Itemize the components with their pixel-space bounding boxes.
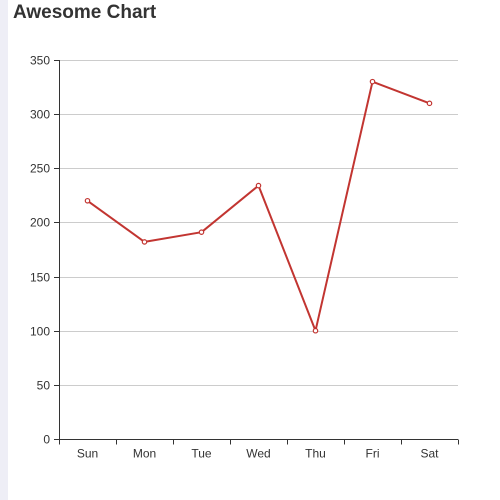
axes — [54, 60, 459, 445]
data-point[interactable] — [426, 100, 433, 107]
data-point[interactable] — [255, 182, 262, 189]
data-point[interactable] — [312, 327, 319, 334]
data-point[interactable] — [198, 229, 205, 235]
left-edge-strip — [0, 0, 8, 500]
y-tick-label: 350 — [30, 54, 50, 68]
y-tick-label: 150 — [30, 271, 50, 285]
x-tick-label: Sat — [420, 447, 439, 461]
y-tick-label: 100 — [30, 325, 50, 339]
x-tick-labels: Sun Mon Tue Wed Thu Fri Sat — [77, 447, 439, 461]
x-tick-label: Fri — [366, 447, 380, 461]
x-tick-label: Thu — [305, 447, 326, 461]
data-point[interactable] — [84, 197, 91, 204]
grid-lines — [59, 60, 458, 386]
series — [84, 78, 433, 334]
series-line — [86, 80, 430, 332]
y-tick-label: 50 — [37, 379, 51, 393]
data-point[interactable] — [369, 78, 376, 85]
y-tick-label: 200 — [30, 216, 50, 230]
data-point[interactable] — [141, 239, 148, 245]
x-tick-label: Tue — [191, 447, 212, 461]
y-tick-label: 300 — [30, 108, 50, 122]
y-tick-labels: 0 50 100 150 200 250 300 350 — [30, 54, 50, 447]
x-tick-label: Sun — [77, 447, 98, 461]
y-tick-label: 0 — [43, 433, 50, 447]
x-tick-label: Wed — [246, 447, 270, 461]
y-tick-label: 250 — [30, 162, 50, 176]
chart-title: Awesome Chart — [13, 2, 157, 23]
x-tick-label: Mon — [133, 447, 156, 461]
